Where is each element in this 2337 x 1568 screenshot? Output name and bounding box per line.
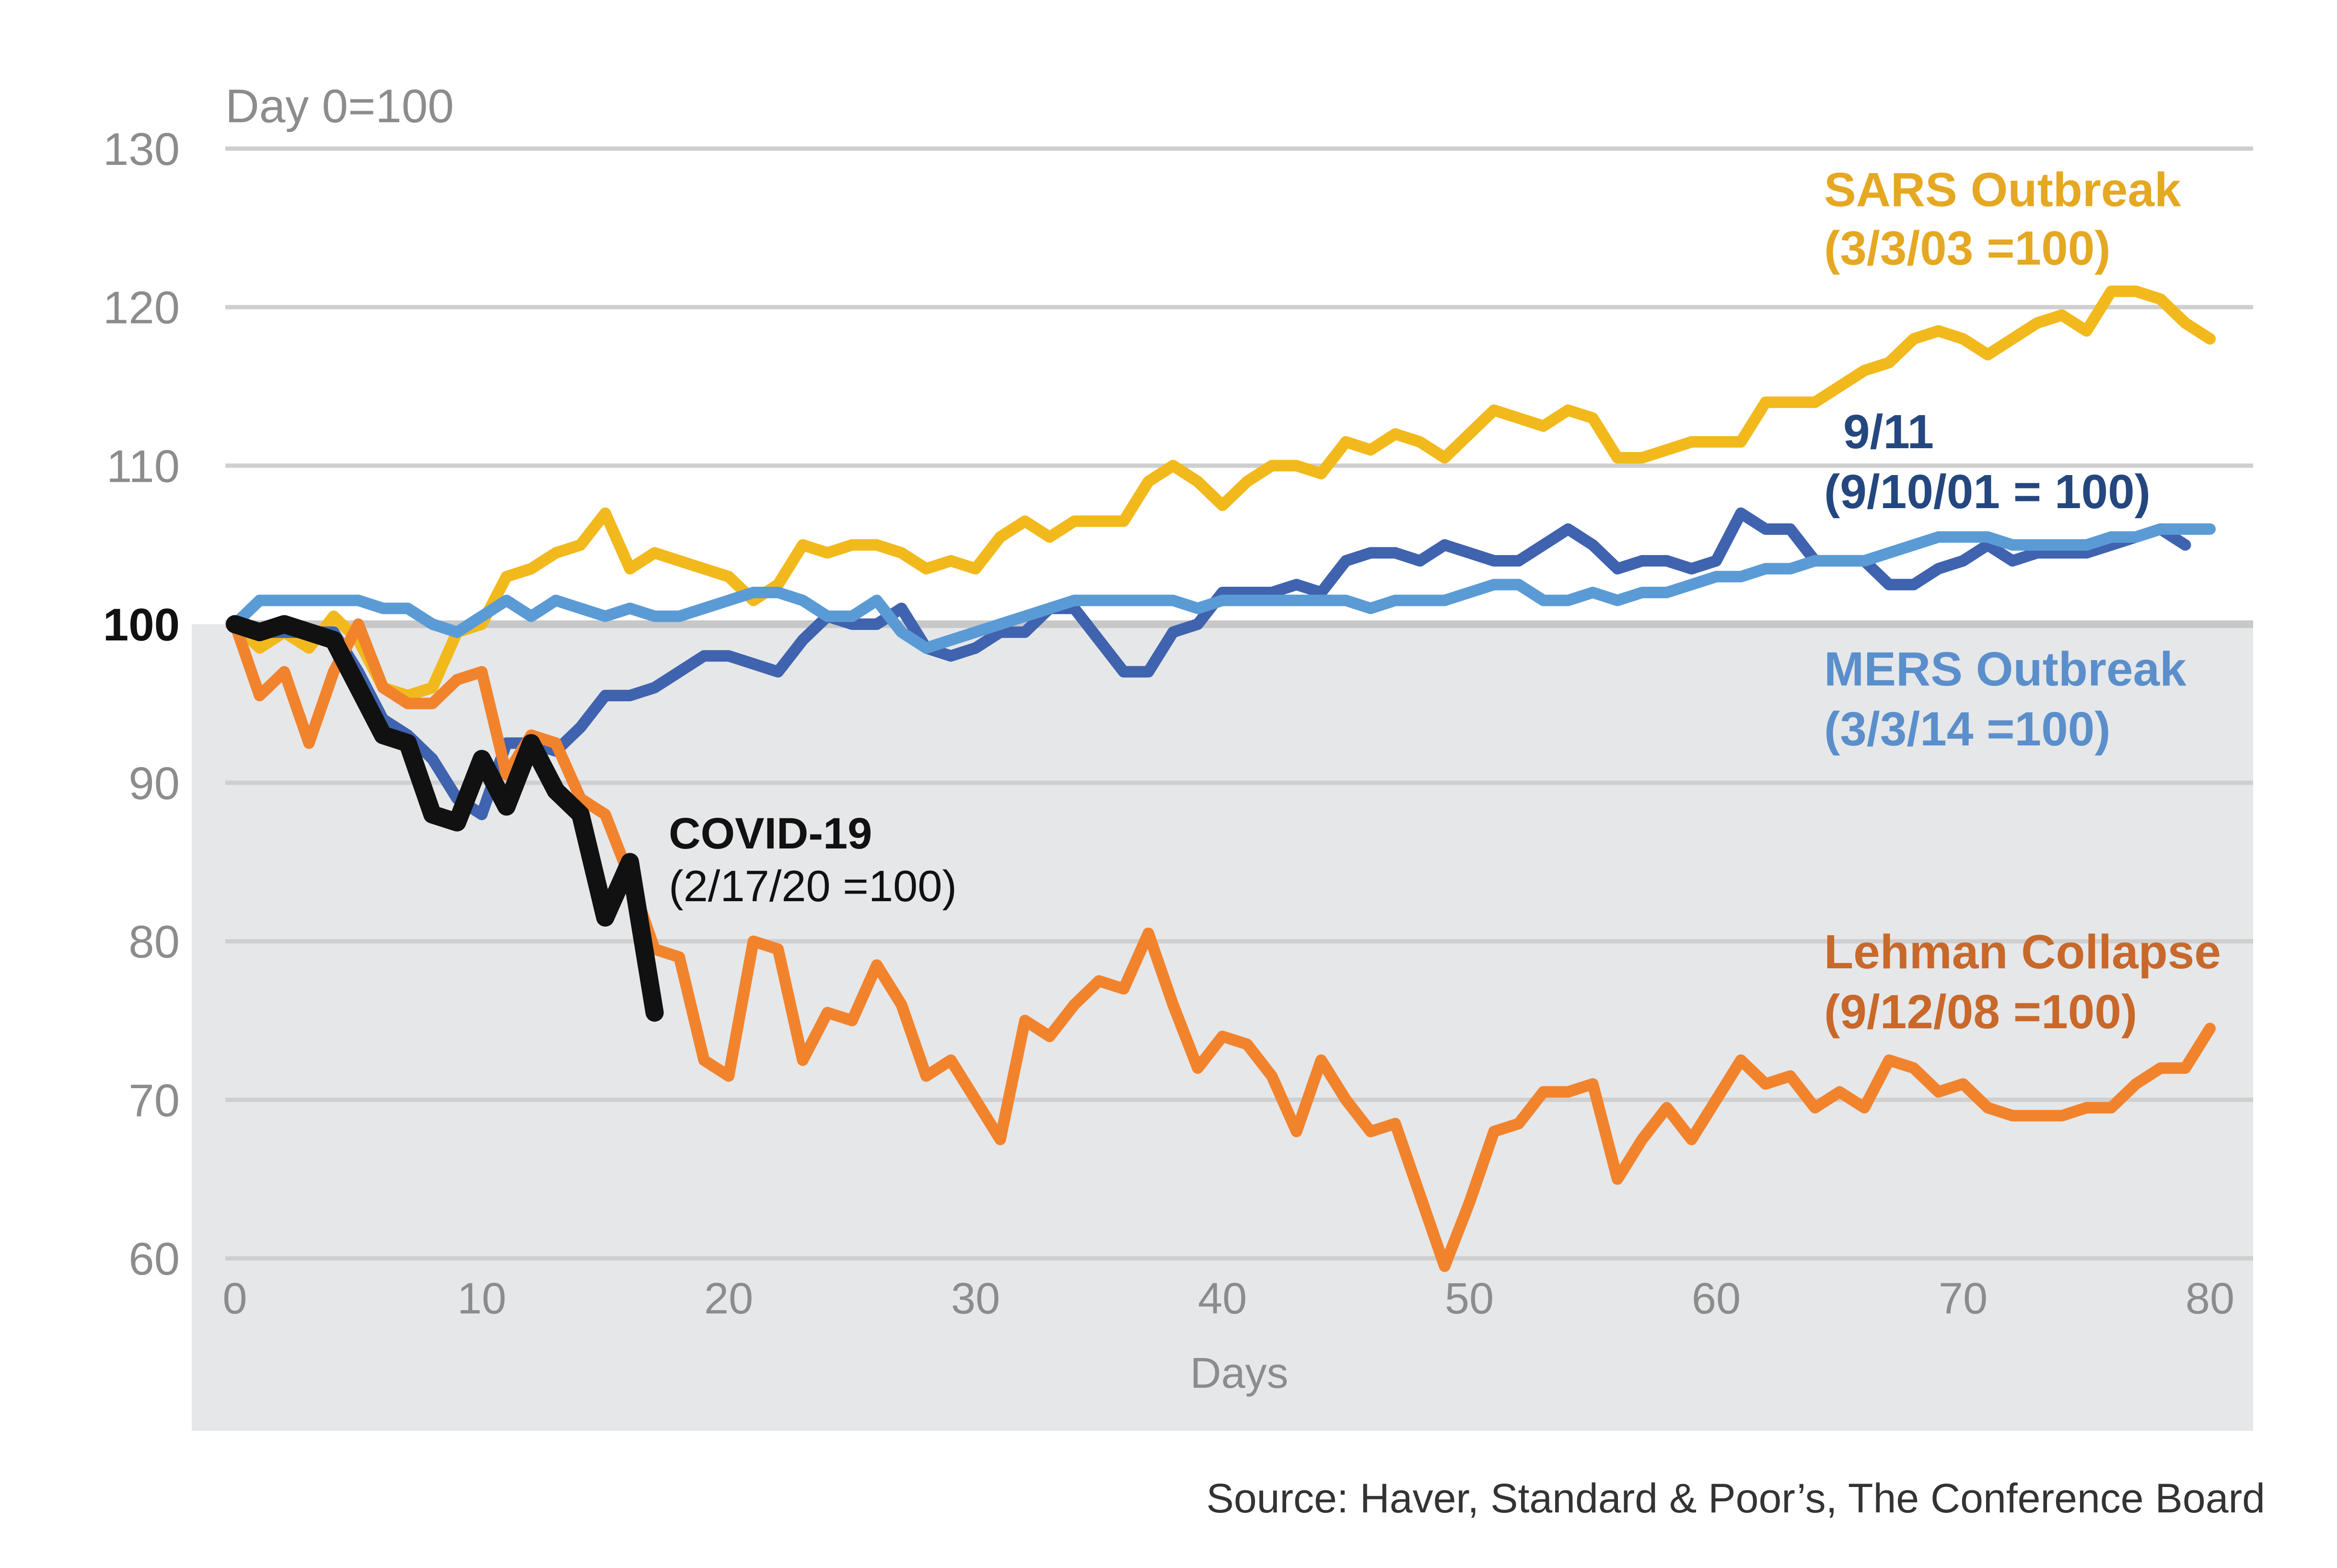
- series-lines: [226, 285, 2216, 1272]
- y-tick-label: 100: [103, 599, 180, 650]
- label-lehman-date: (9/12/08 =100): [1824, 985, 2137, 1039]
- y-axis-ticks: 60 70 80 90 100 110 120 130: [103, 124, 180, 1285]
- y-tick-label: 130: [103, 124, 180, 175]
- y-tick-label: 110: [106, 441, 180, 492]
- series-line-sars-outbreak: [229, 285, 2216, 701]
- x-tick-label: 0: [222, 1274, 247, 1323]
- y-axis-label: Day 0=100: [225, 80, 454, 132]
- x-tick-label: 30: [951, 1274, 1000, 1323]
- y-tick-label: 80: [128, 917, 180, 968]
- label-911-name: 9/11: [1843, 405, 1934, 459]
- label-sars-name: SARS Outbreak: [1824, 163, 2181, 217]
- x-axis-label: Days: [1190, 1349, 1288, 1397]
- source-note: Source: Haver, Standard & Poor’s, The Co…: [1206, 1475, 2265, 1522]
- y-tick-label: 90: [128, 758, 180, 809]
- series-line-lehman-collapse: [229, 618, 2216, 1272]
- label-mers-date: (3/3/14 =100): [1824, 702, 2111, 756]
- label-lehman-name: Lehman Collapse: [1824, 925, 2221, 979]
- x-tick-label: 10: [457, 1274, 506, 1323]
- x-tick-label: 80: [2186, 1274, 2234, 1323]
- y-tick-label: 70: [128, 1075, 180, 1126]
- x-axis-ticks: 0 10 20 30 40 50 60 70 80: [222, 1274, 2234, 1323]
- series-line-covid-19: [226, 615, 664, 1022]
- y-tick-label: 120: [103, 282, 180, 334]
- label-911-date: (9/10/01 = 100): [1824, 465, 2151, 519]
- y-tick-label: 60: [128, 1233, 180, 1285]
- label-mers-name: MERS Outbreak: [1824, 642, 2186, 696]
- label-sars-date: (3/3/03 =100): [1824, 221, 2111, 275]
- x-tick-label: 40: [1198, 1274, 1247, 1323]
- label-covid-date: (2/17/20 =100): [669, 862, 957, 911]
- gridlines: [225, 146, 2253, 1261]
- series-line-mers-outbreak: [229, 523, 2216, 654]
- x-tick-label: 70: [1939, 1274, 1988, 1323]
- x-tick-label: 50: [1445, 1274, 1494, 1323]
- label-covid-name: COVID-19: [669, 809, 872, 858]
- x-tick-label: 60: [1692, 1274, 1741, 1323]
- x-tick-label: 20: [704, 1274, 753, 1323]
